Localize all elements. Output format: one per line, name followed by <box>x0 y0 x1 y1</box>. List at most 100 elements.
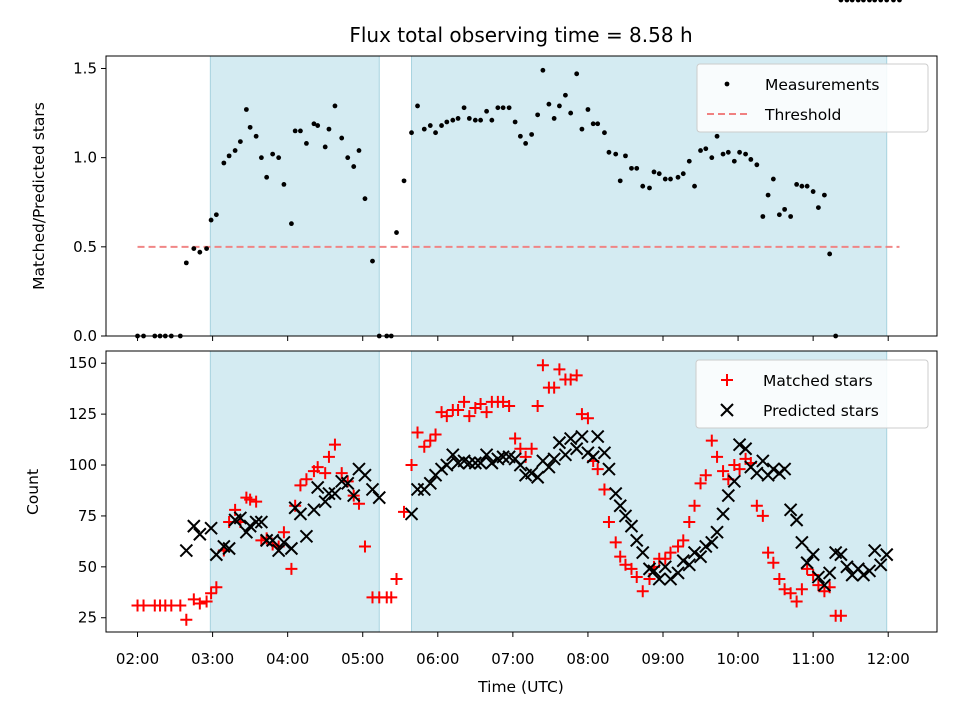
predicted-star-point <box>750 466 764 480</box>
measurement-point <box>651 169 657 175</box>
matched-star-point <box>705 434 718 447</box>
measurement-point <box>634 165 640 171</box>
x-tick-label: 05:00 <box>341 650 384 668</box>
predicted-star-point <box>783 503 798 517</box>
matched-star-point <box>677 534 690 547</box>
measurement-point <box>574 71 580 77</box>
measurement-point <box>311 121 317 127</box>
measurement-point <box>506 105 512 111</box>
ratio-panel-marks <box>135 0 902 339</box>
predicted-star-point <box>822 566 837 580</box>
matched-star-point <box>244 493 257 506</box>
predicted-star-point <box>630 533 644 548</box>
predicted-star-point <box>204 521 218 535</box>
measurement-point <box>731 158 737 164</box>
predicted-star-point <box>867 543 882 558</box>
predicted-star-point <box>682 558 696 572</box>
count-panel-y-axis-label: Count <box>24 469 42 515</box>
predicted-star-point <box>609 486 623 501</box>
measurement-point <box>356 148 362 153</box>
ratio-panel-y-tick-label: 1.5 <box>73 59 97 77</box>
predicted-star-point <box>766 462 781 476</box>
measurement-point <box>237 139 243 145</box>
predicted-star-point <box>671 566 685 580</box>
measurement-point <box>281 182 287 187</box>
matched-star-point <box>699 469 712 482</box>
measurement-point <box>855 0 861 3</box>
matched-star-point <box>300 473 313 486</box>
x-tick-label: 04:00 <box>266 650 309 668</box>
measurement-point <box>546 101 552 107</box>
count-panel-x-ticks: 02:00 03:00 04:00 05:00 06:00 07:00 08:00 09:00… <box>116 632 910 668</box>
measurement-point <box>585 107 591 112</box>
measurement-point <box>191 246 197 252</box>
measurement-point <box>523 140 529 146</box>
measurement-point <box>748 157 754 162</box>
matched-star-point <box>773 573 786 586</box>
predicted-star-point <box>806 547 820 562</box>
measurement-point <box>304 140 309 146</box>
count-panel-y-tick-label: 25 <box>78 609 97 627</box>
measurement-point <box>623 153 628 159</box>
predicted-star-point <box>513 458 528 472</box>
matched-star-point <box>285 562 298 575</box>
predicted-star-point <box>732 437 747 452</box>
ratio-panel-y-axis-label: Matched/Predicted stars <box>30 102 48 290</box>
matched-star-point <box>398 505 411 518</box>
matched-star-point <box>503 399 516 412</box>
measurement-point <box>703 146 709 152</box>
predicted-star-point <box>840 560 854 574</box>
measurement-point <box>827 251 833 257</box>
measurement-point <box>232 148 238 153</box>
measurement-point <box>450 117 456 123</box>
measurement-point <box>838 0 844 3</box>
predicted-star-point <box>879 547 894 562</box>
measurement-point <box>595 121 601 127</box>
matched-star-point <box>659 552 672 565</box>
predicted-star-point <box>485 456 499 470</box>
predicted-star-point <box>547 452 561 466</box>
predicted-star-point <box>446 448 460 462</box>
measurement-point <box>602 130 607 136</box>
predicted-star-point <box>795 535 809 550</box>
measurement-point <box>640 183 646 189</box>
matched-star-point <box>531 399 544 412</box>
predicted-star-point <box>468 456 483 470</box>
ratio-panel-legend: Measurements Threshold <box>696 63 929 133</box>
matched-star-point <box>405 459 418 472</box>
measurement-point <box>799 183 805 189</box>
predicted-star-point <box>552 435 567 450</box>
predicted-star-point <box>542 460 556 474</box>
measurement-point <box>243 107 249 112</box>
predicted-star-point <box>249 515 263 529</box>
matched-star-point <box>688 499 701 512</box>
measurement-point <box>455 116 461 121</box>
measurement-point <box>675 174 681 180</box>
predicted-star-point <box>473 456 488 470</box>
legend-matched-marker <box>721 374 733 386</box>
measurement-point <box>788 214 794 219</box>
predicted-star-point <box>293 507 308 521</box>
ratio-panel-x-ticks <box>137 336 889 341</box>
predicted-star-point <box>705 535 719 550</box>
measurement-point <box>686 158 692 164</box>
x-tick-label: 03:00 <box>191 650 234 668</box>
predicted-star-point <box>299 529 314 544</box>
predicted-star-point <box>372 490 386 505</box>
predicted-star-point <box>575 429 589 444</box>
legend-predicted-marker <box>720 403 734 417</box>
measurement-point <box>500 105 506 111</box>
matched-star-point <box>463 410 476 423</box>
measurement-point <box>810 189 816 194</box>
matched-star-point <box>440 410 453 423</box>
measurement-point <box>529 132 535 137</box>
x-tick-label: 12:00 <box>867 650 910 668</box>
measurement-point <box>804 183 810 189</box>
ratio-panel-legend-box <box>696 63 929 133</box>
predicted-star-point <box>222 541 236 556</box>
matched-star-point <box>683 516 696 529</box>
predicted-star-point <box>193 527 207 541</box>
measurement-point <box>754 162 760 168</box>
matched-star-point <box>630 571 643 584</box>
predicted-star-point <box>404 507 419 521</box>
